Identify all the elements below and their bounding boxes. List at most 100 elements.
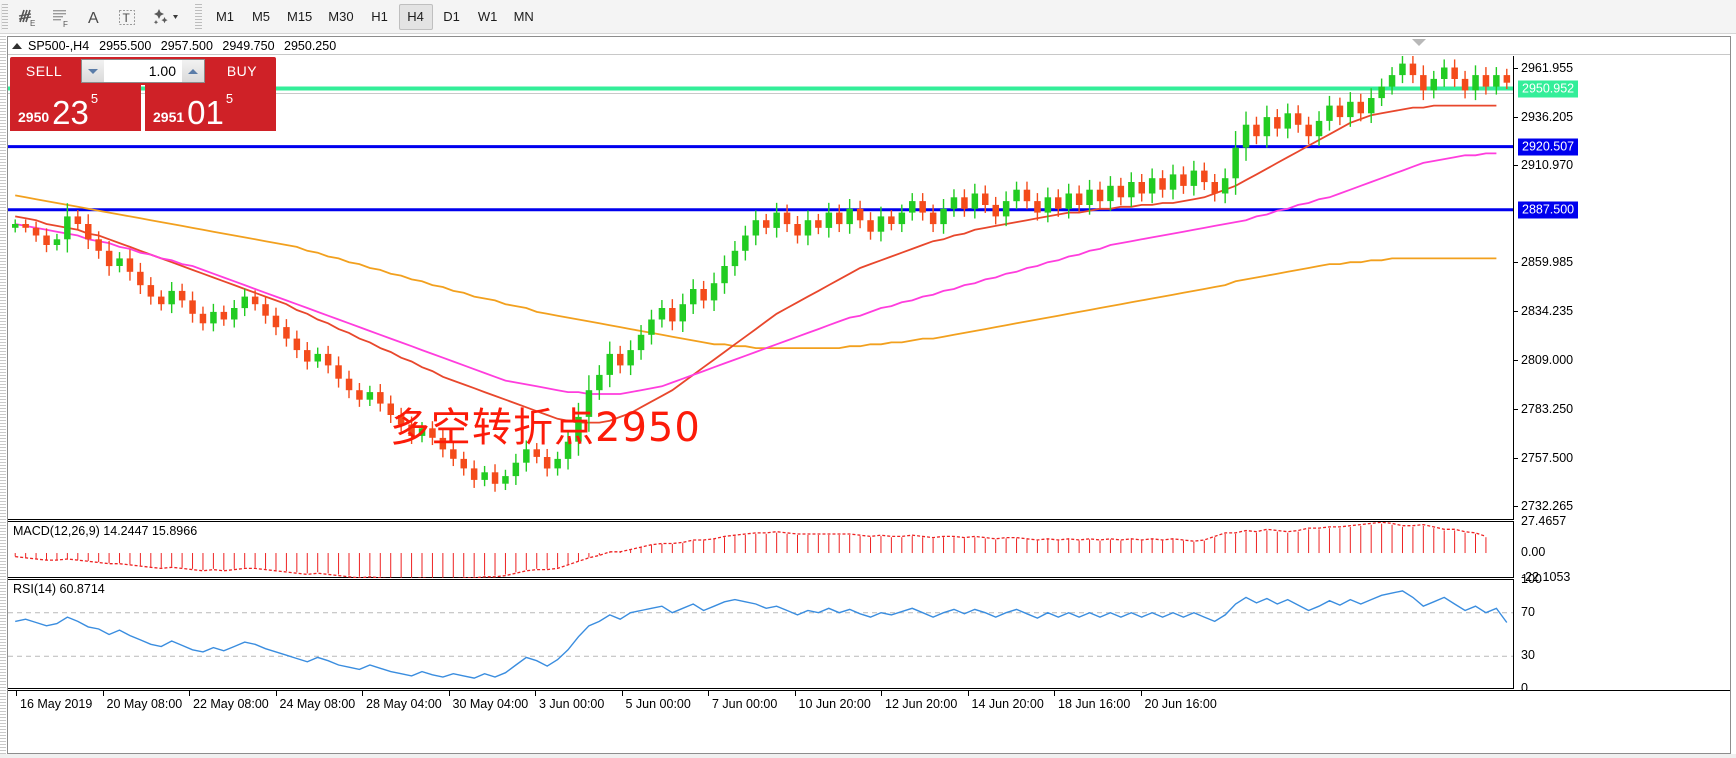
time-axis-label: 20 May 08:00 xyxy=(106,697,183,711)
timeframe-m15[interactable]: M15 xyxy=(287,9,313,24)
price-axis-badge: 2920.507 xyxy=(1518,138,1579,156)
svg-text:E: E xyxy=(30,19,35,28)
time-axis-label: 22 May 08:00 xyxy=(193,697,269,711)
objects-icon[interactable] xyxy=(143,2,189,32)
price-axis-label: 2757.500 xyxy=(1521,450,1574,465)
bid-price-box[interactable]: 2950 23 5 xyxy=(10,85,141,131)
macd-label: MACD(12,26,9) 14.2447 15.8966 xyxy=(13,524,198,538)
text-tool-icon[interactable]: A xyxy=(77,2,110,32)
price-axis[interactable]: 2961.955 2950.952 2936.205 2920.507 2910.970… xyxy=(1514,56,1730,695)
price-axis-tick xyxy=(1514,457,1518,459)
time-axis-tick xyxy=(189,691,190,696)
price-axis-badge: 2950.952 xyxy=(1518,80,1579,98)
time-axis-tick xyxy=(794,691,796,696)
sell-button[interactable]: SELL xyxy=(10,57,78,85)
svg-text:F: F xyxy=(63,20,68,28)
bid-price-main: 23 xyxy=(52,94,89,131)
time-axis-label: 3 Jun 00:00 xyxy=(539,697,605,711)
chart-window-header: SP500-,H4 2955.500 2957.500 2949.750 295… xyxy=(8,37,1730,55)
ask-price-prefix: 2951 xyxy=(153,109,185,125)
rsi-label: RSI(14) 60.8714 xyxy=(13,582,105,596)
status-bar xyxy=(0,754,1736,758)
price-axis-tick xyxy=(1514,506,1518,508)
rsi-axis-label: 0 xyxy=(1521,681,1528,695)
price-axis-tick xyxy=(1514,311,1518,313)
ohlc-close: 2950.250 xyxy=(284,38,337,53)
collapse-chevron-icon[interactable] xyxy=(1412,39,1426,46)
time-axis-tick xyxy=(621,691,623,696)
one-click-trading-panel: SELL 1.00 BUY 2950 23 5 xyxy=(10,57,276,131)
timeframe-h1[interactable]: H1 xyxy=(371,9,388,24)
ohlc-open: 2955.500 xyxy=(99,38,152,53)
timeframe-w1[interactable]: W1 xyxy=(477,9,498,24)
rsi-pane[interactable]: RSI(14) 60.8714 xyxy=(8,579,1514,689)
volume-increment-button[interactable] xyxy=(182,59,205,83)
macd-pane[interactable]: MACD(12,26,9) 14.2447 15.8966 xyxy=(8,521,1514,578)
text-label-icon[interactable]: T xyxy=(110,2,143,32)
buy-button[interactable]: BUY xyxy=(208,57,276,85)
crosshair-grid-icon[interactable]: F xyxy=(44,2,77,32)
time-axis-label: 5 Jun 00:00 xyxy=(625,697,691,711)
price-axis-tick xyxy=(1514,67,1518,69)
trend-up-icon xyxy=(12,42,22,49)
time-axis-label: 12 Jun 20:00 xyxy=(885,697,958,711)
time-axis-tick xyxy=(881,691,882,696)
timeframe-m30[interactable]: M30 xyxy=(328,9,354,24)
time-axis-label: 24 May 08:00 xyxy=(279,697,356,711)
macd-axis-label: 0.00 xyxy=(1521,545,1546,560)
timeframe-d1[interactable]: D1 xyxy=(443,9,460,24)
time-axis-tick xyxy=(448,691,450,696)
time-axis-label: 14 Jun 20:00 xyxy=(971,697,1044,711)
rsi-pane-right-border xyxy=(1513,580,1514,688)
macd-pane-right-border xyxy=(1513,522,1514,577)
price-axis-label: 2809.000 xyxy=(1521,352,1574,367)
timeframe-mn[interactable]: MN xyxy=(513,9,534,24)
timeframe-h4[interactable]: H4 xyxy=(398,3,433,30)
ask-price-box[interactable]: 2951 01 5 xyxy=(145,85,276,131)
chevron-down-icon xyxy=(88,68,98,74)
bid-price-fraction: 5 xyxy=(90,91,99,106)
price-axis-label: 2961.955 xyxy=(1521,60,1574,75)
price-axis-tick xyxy=(1514,408,1518,410)
time-axis-label: 18 Jun 16:00 xyxy=(1058,697,1131,711)
ask-price-fraction: 5 xyxy=(225,91,234,106)
macd-axis-label: 27.4657 xyxy=(1521,514,1567,528)
rsi-axis-label: 30 xyxy=(1521,648,1535,663)
time-axis-label: 16 May 2019 xyxy=(20,697,93,711)
rsi-axis-label: 100 xyxy=(1521,572,1542,586)
price-axis-tick xyxy=(1514,164,1518,166)
time-axis-label: 10 Jun 20:00 xyxy=(798,697,871,711)
time-axis-label: 30 May 04:00 xyxy=(452,697,529,711)
time-axis-tick xyxy=(1140,691,1142,696)
price-axis-tick xyxy=(1514,262,1518,264)
indicators-icon[interactable]: E xyxy=(11,2,44,32)
svg-text:T: T xyxy=(122,11,130,25)
time-axis[interactable]: 16 May 2019 20 May 08:00 22 May 08:00 24 Ma… xyxy=(8,690,1730,720)
trade-panel-top-row: SELL 1.00 BUY xyxy=(10,57,276,85)
toolbar-grip[interactable] xyxy=(1,3,8,30)
chart-window: SP500-,H4 2955.500 2957.500 2949.750 295… xyxy=(7,36,1731,754)
volume-stepper: 1.00 xyxy=(78,57,208,85)
price-axis-label: 2910.970 xyxy=(1521,157,1574,172)
svg-text:A: A xyxy=(88,10,99,27)
price-axis-label: 2732.265 xyxy=(1521,499,1574,514)
time-axis-tick xyxy=(16,691,17,696)
time-axis-tick xyxy=(967,691,969,696)
time-axis-label: 20 Jun 16:00 xyxy=(1144,697,1217,711)
price-axis-label: 2834.235 xyxy=(1521,304,1574,319)
volume-decrement-button[interactable] xyxy=(81,59,104,83)
price-pane[interactable]: 多空转折点2950 xyxy=(8,56,1514,520)
main-toolbar: E F A T xyxy=(0,0,1736,34)
timeframe-m5[interactable]: M5 xyxy=(251,9,271,24)
price-axis-tick xyxy=(1514,116,1518,118)
time-axis-tick xyxy=(1054,691,1055,696)
price-axis-label: 2936.205 xyxy=(1521,109,1574,124)
toolbar-separator xyxy=(195,3,202,30)
volume-input[interactable]: 1.00 xyxy=(104,59,182,83)
timeframe-m1[interactable]: M1 xyxy=(215,9,235,24)
rsi-axis-label: 70 xyxy=(1521,604,1535,619)
time-axis-label: 28 May 04:00 xyxy=(366,697,442,711)
time-axis-label: 7 Jun 00:00 xyxy=(712,697,778,711)
trade-panel-price-row: 2950 23 5 2951 01 5 xyxy=(10,85,276,131)
